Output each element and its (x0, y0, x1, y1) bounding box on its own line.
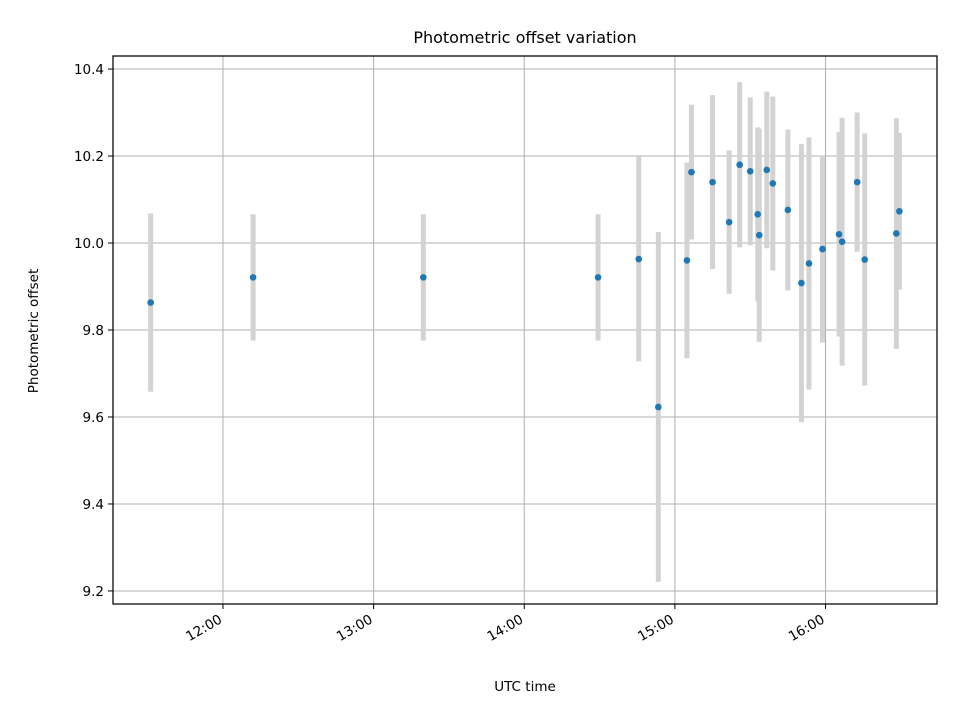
y-tick-label: 9.6 (83, 410, 104, 426)
y-tick-label: 10.2 (74, 149, 104, 165)
data-point (725, 218, 733, 226)
data-points (147, 161, 903, 411)
x-axis-label: UTC time (494, 679, 556, 695)
data-point (838, 238, 846, 246)
data-point (853, 178, 861, 186)
data-point (798, 279, 805, 287)
data-point (893, 230, 900, 237)
data-point (784, 206, 792, 214)
data-point (420, 274, 427, 281)
y-axis-ticks: 9.2 9.4 9.6 9.8 10.0 10.2 10.4 (74, 62, 113, 600)
data-point (835, 231, 843, 238)
y-tick-label: 10.4 (74, 62, 104, 78)
data-point (655, 403, 662, 411)
data-point (709, 178, 716, 186)
data-point (819, 245, 826, 253)
y-tick-label: 9.2 (83, 584, 104, 600)
data-point (147, 299, 154, 306)
data-point (683, 257, 691, 264)
data-point (736, 161, 743, 169)
y-tick-label: 9.8 (83, 323, 104, 339)
data-point (763, 166, 771, 174)
data-point (635, 255, 643, 263)
chart-title: Photometric offset variation (413, 28, 636, 47)
data-point (594, 274, 602, 281)
data-point (896, 207, 903, 215)
data-point (688, 168, 695, 176)
data-point (746, 167, 754, 175)
data-point (805, 260, 813, 267)
data-point (769, 180, 777, 187)
y-axis-label: Photometric offset (26, 269, 42, 393)
y-tick-label: 9.4 (83, 497, 104, 513)
data-point (249, 274, 257, 281)
data-point (861, 256, 868, 263)
data-point (754, 211, 762, 218)
y-tick-label: 10.0 (74, 236, 104, 252)
data-point (755, 231, 763, 239)
